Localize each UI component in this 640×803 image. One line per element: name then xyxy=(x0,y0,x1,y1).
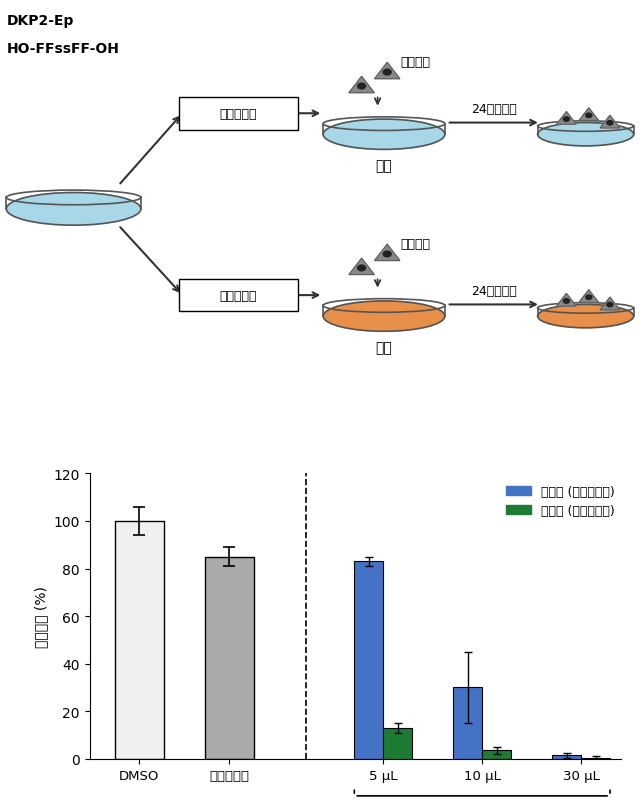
Bar xyxy=(205,557,253,759)
Circle shape xyxy=(358,84,365,90)
Circle shape xyxy=(383,70,391,75)
Polygon shape xyxy=(374,245,400,261)
Polygon shape xyxy=(374,63,400,79)
Text: HO-FFssFF-OH: HO-FFssFF-OH xyxy=(6,42,119,56)
FancyBboxPatch shape xyxy=(179,98,298,130)
Bar xyxy=(552,756,581,759)
Bar xyxy=(453,687,482,759)
Polygon shape xyxy=(349,77,374,94)
Polygon shape xyxy=(557,112,576,125)
Text: 金触媒あり: 金触媒あり xyxy=(220,289,257,302)
FancyBboxPatch shape xyxy=(179,279,298,312)
Text: 24時間培養: 24時間培養 xyxy=(471,284,517,297)
Text: がん細胞: がん細胞 xyxy=(400,56,430,69)
Circle shape xyxy=(563,118,570,122)
Circle shape xyxy=(586,296,592,300)
Text: ゾル: ゾル xyxy=(376,159,392,173)
Circle shape xyxy=(358,266,365,271)
Text: 金触媒なし: 金触媒なし xyxy=(220,108,257,120)
Polygon shape xyxy=(600,116,620,128)
Y-axis label: 細胞増殖 (%): 細胞増殖 (%) xyxy=(34,585,48,647)
Ellipse shape xyxy=(538,305,634,328)
Text: がん細胞: がん細胞 xyxy=(400,238,430,251)
Text: DKP2-Ep: DKP2-Ep xyxy=(6,14,74,28)
Polygon shape xyxy=(579,108,598,121)
Ellipse shape xyxy=(323,120,445,150)
Legend: ：ゾル (金触媒なし), ：ゲル (金触媒あり): ：ゾル (金触媒なし), ：ゲル (金触媒あり) xyxy=(501,480,620,522)
Text: ゲル: ゲル xyxy=(376,341,392,355)
Circle shape xyxy=(563,300,570,304)
Bar xyxy=(383,728,412,759)
Bar xyxy=(482,751,511,759)
Bar xyxy=(115,521,164,759)
Polygon shape xyxy=(579,291,598,303)
Bar xyxy=(581,758,610,759)
Text: 24時間培養: 24時間培養 xyxy=(471,103,517,116)
Circle shape xyxy=(607,121,613,126)
Circle shape xyxy=(383,252,391,258)
Ellipse shape xyxy=(323,302,445,332)
Circle shape xyxy=(607,303,613,308)
Bar xyxy=(355,561,383,759)
Ellipse shape xyxy=(6,194,141,226)
Polygon shape xyxy=(557,294,576,307)
Polygon shape xyxy=(600,298,620,311)
Circle shape xyxy=(586,114,592,118)
Ellipse shape xyxy=(538,124,634,147)
Polygon shape xyxy=(349,259,374,275)
